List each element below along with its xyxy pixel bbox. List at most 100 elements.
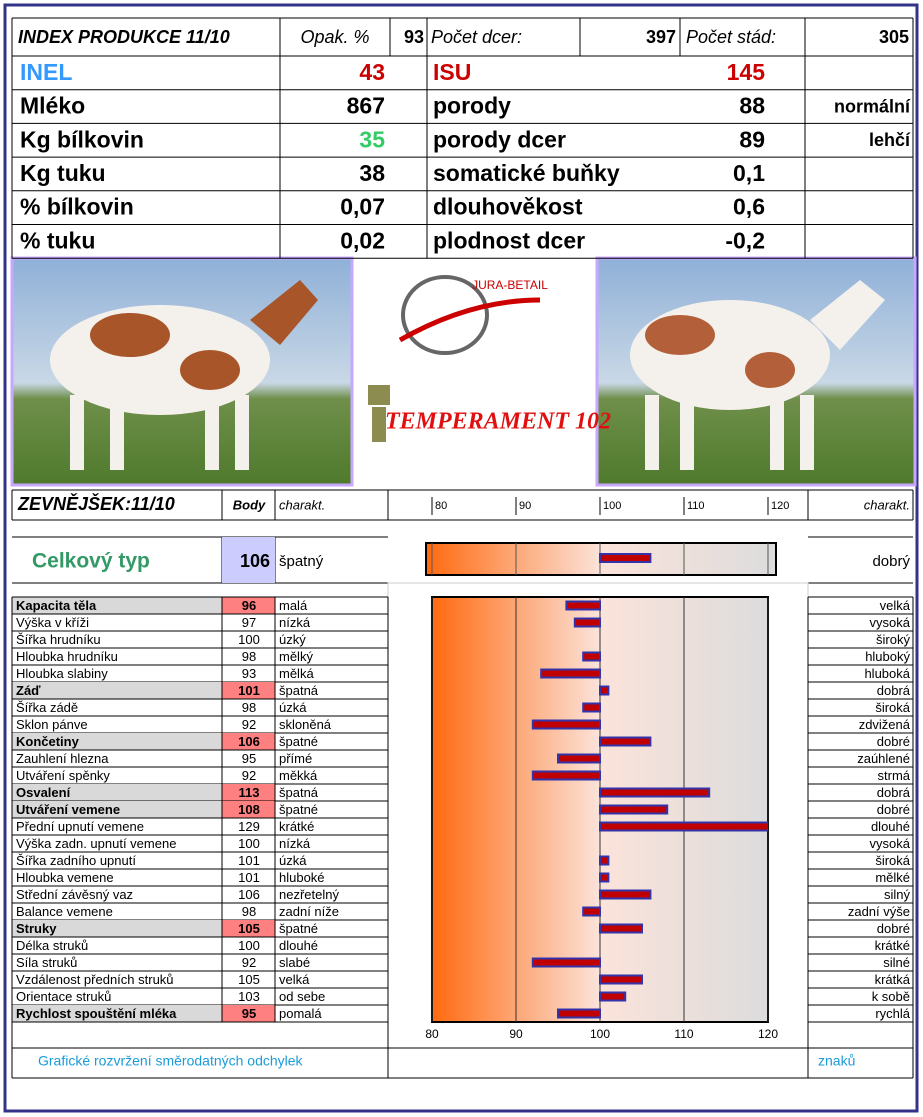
x-tick-label: 120 <box>758 1027 778 1041</box>
trait-value: 96 <box>242 598 256 613</box>
row-label: Kg tuku <box>20 160 106 186</box>
temperament: TEMPERAMENT 102 <box>385 409 611 435</box>
trait-high: hluboký <box>865 649 910 664</box>
x-tick-label: 120 <box>771 500 789 512</box>
trait-name: Výška zadn. upnutí vemene <box>16 836 176 851</box>
trait-low: od sebe <box>279 989 325 1004</box>
trait-name: Výška v kříži <box>16 615 89 630</box>
row-label: % tuku <box>20 227 95 253</box>
trait-high: k sobě <box>872 989 910 1004</box>
section-title: ZEVNĚJŠEK:11/10 <box>17 493 175 514</box>
bar <box>533 772 600 780</box>
trait-name: Síla struků <box>16 955 77 970</box>
bar <box>600 857 608 865</box>
bar <box>558 755 600 763</box>
trait-low: špatné <box>279 921 318 936</box>
bar <box>600 554 650 562</box>
trait-name: Vzdálenost předních struků <box>16 972 174 987</box>
bar <box>600 738 650 746</box>
trait-value: 98 <box>242 700 256 715</box>
trait-high: dobrá <box>877 683 911 698</box>
trait-value: 98 <box>242 904 256 919</box>
trait-name: Utváření spěnky <box>16 768 110 783</box>
trait-value: 92 <box>242 768 256 783</box>
row-label: Kg bílkovin <box>20 126 144 152</box>
row-value: 35 <box>359 126 385 152</box>
row-note: lehčí <box>869 130 911 150</box>
trait-low: nízká <box>279 836 311 851</box>
trait-value: 106 <box>238 734 260 749</box>
row-value: 0,07 <box>340 194 385 220</box>
row-label: porody dcer <box>433 126 566 152</box>
bar <box>600 891 650 899</box>
trait-value: 100 <box>238 938 260 953</box>
trait-high: dobrá <box>877 785 911 800</box>
trait-low: skloněná <box>279 717 332 732</box>
trait-low: špatná <box>279 683 319 698</box>
x-tick-label: 90 <box>509 1027 523 1041</box>
bar <box>533 721 600 729</box>
bar <box>575 619 600 627</box>
trait-low: mělký <box>279 649 313 664</box>
trait-low: velká <box>279 972 310 987</box>
x-tick-label: 80 <box>425 1027 439 1041</box>
bar <box>600 789 709 797</box>
trait-high: vysoká <box>870 615 911 630</box>
trait-name: Struky <box>16 921 57 936</box>
x-tick-label: 100 <box>603 500 621 512</box>
overall-value: 106 <box>240 551 270 571</box>
header-label: Opak. % <box>300 27 369 47</box>
trait-name: Přední upnutí vemene <box>16 819 144 834</box>
footer: Grafické rozvržení směrodatných odchylek <box>38 1053 304 1069</box>
trait-high: dobré <box>877 802 910 817</box>
row-label: somatické buňky <box>433 160 620 186</box>
row-label: INEL <box>20 59 72 85</box>
trait-high: dlouhé <box>871 819 910 834</box>
trait-high: hluboká <box>864 666 910 681</box>
trait-low: úzká <box>279 700 307 715</box>
trait-low: dlouhé <box>279 938 318 953</box>
trait-value: 100 <box>238 836 260 851</box>
trait-value: 98 <box>242 649 256 664</box>
row-value: 89 <box>739 126 765 152</box>
trait-high: vysoká <box>870 836 911 851</box>
trait-value: 92 <box>242 955 256 970</box>
footer: znaků <box>818 1053 855 1069</box>
trait-high: zaúhlené <box>857 751 910 766</box>
trait-name: Rychlost spouštění mléka <box>16 1006 177 1021</box>
overall-high: dobrý <box>872 553 910 570</box>
bar <box>600 687 608 695</box>
trait-name: Délka struků <box>16 938 88 953</box>
row-label: Mléko <box>20 93 85 119</box>
row-value: 0,02 <box>340 227 385 253</box>
trait-high: mělké <box>875 870 910 885</box>
row-value: 0,1 <box>733 160 765 186</box>
trait-high: rychlá <box>875 1006 910 1021</box>
trait-high: krátké <box>875 938 910 953</box>
trait-value: 129 <box>238 819 260 834</box>
column-header: charakt. <box>864 497 910 512</box>
row-label: plodnost dcer <box>433 227 585 253</box>
row-label: ISU <box>433 59 471 85</box>
trait-low: zadní níže <box>279 904 339 919</box>
header-value: 93 <box>404 27 424 47</box>
trait-name: Hloubka hrudníku <box>16 649 118 664</box>
row-label: porody <box>433 93 511 119</box>
bar <box>600 925 642 933</box>
x-tick-label: 80 <box>435 500 447 512</box>
trait-low: přímé <box>279 751 312 766</box>
trait-value: 97 <box>242 615 256 630</box>
header-title: INDEX PRODUKCE 11/10 <box>18 27 230 47</box>
bar <box>583 704 600 712</box>
trait-name: Zauhlení hlezna <box>16 751 109 766</box>
row-label: dlouhověkost <box>433 194 583 220</box>
trait-low: špatné <box>279 734 318 749</box>
column-header: charakt. <box>279 497 325 512</box>
sheet: JURA-BETAIL TEMPERAMENT 102 INDEX PRODUK… <box>0 0 923 1117</box>
trait-low: úzká <box>279 853 307 868</box>
row-value: 0,6 <box>733 194 765 220</box>
trait-high: široká <box>875 853 910 868</box>
trait-low: malá <box>279 598 308 613</box>
trait-low: krátké <box>279 819 314 834</box>
trait-name: Šířka zadního upnutí <box>16 853 136 868</box>
